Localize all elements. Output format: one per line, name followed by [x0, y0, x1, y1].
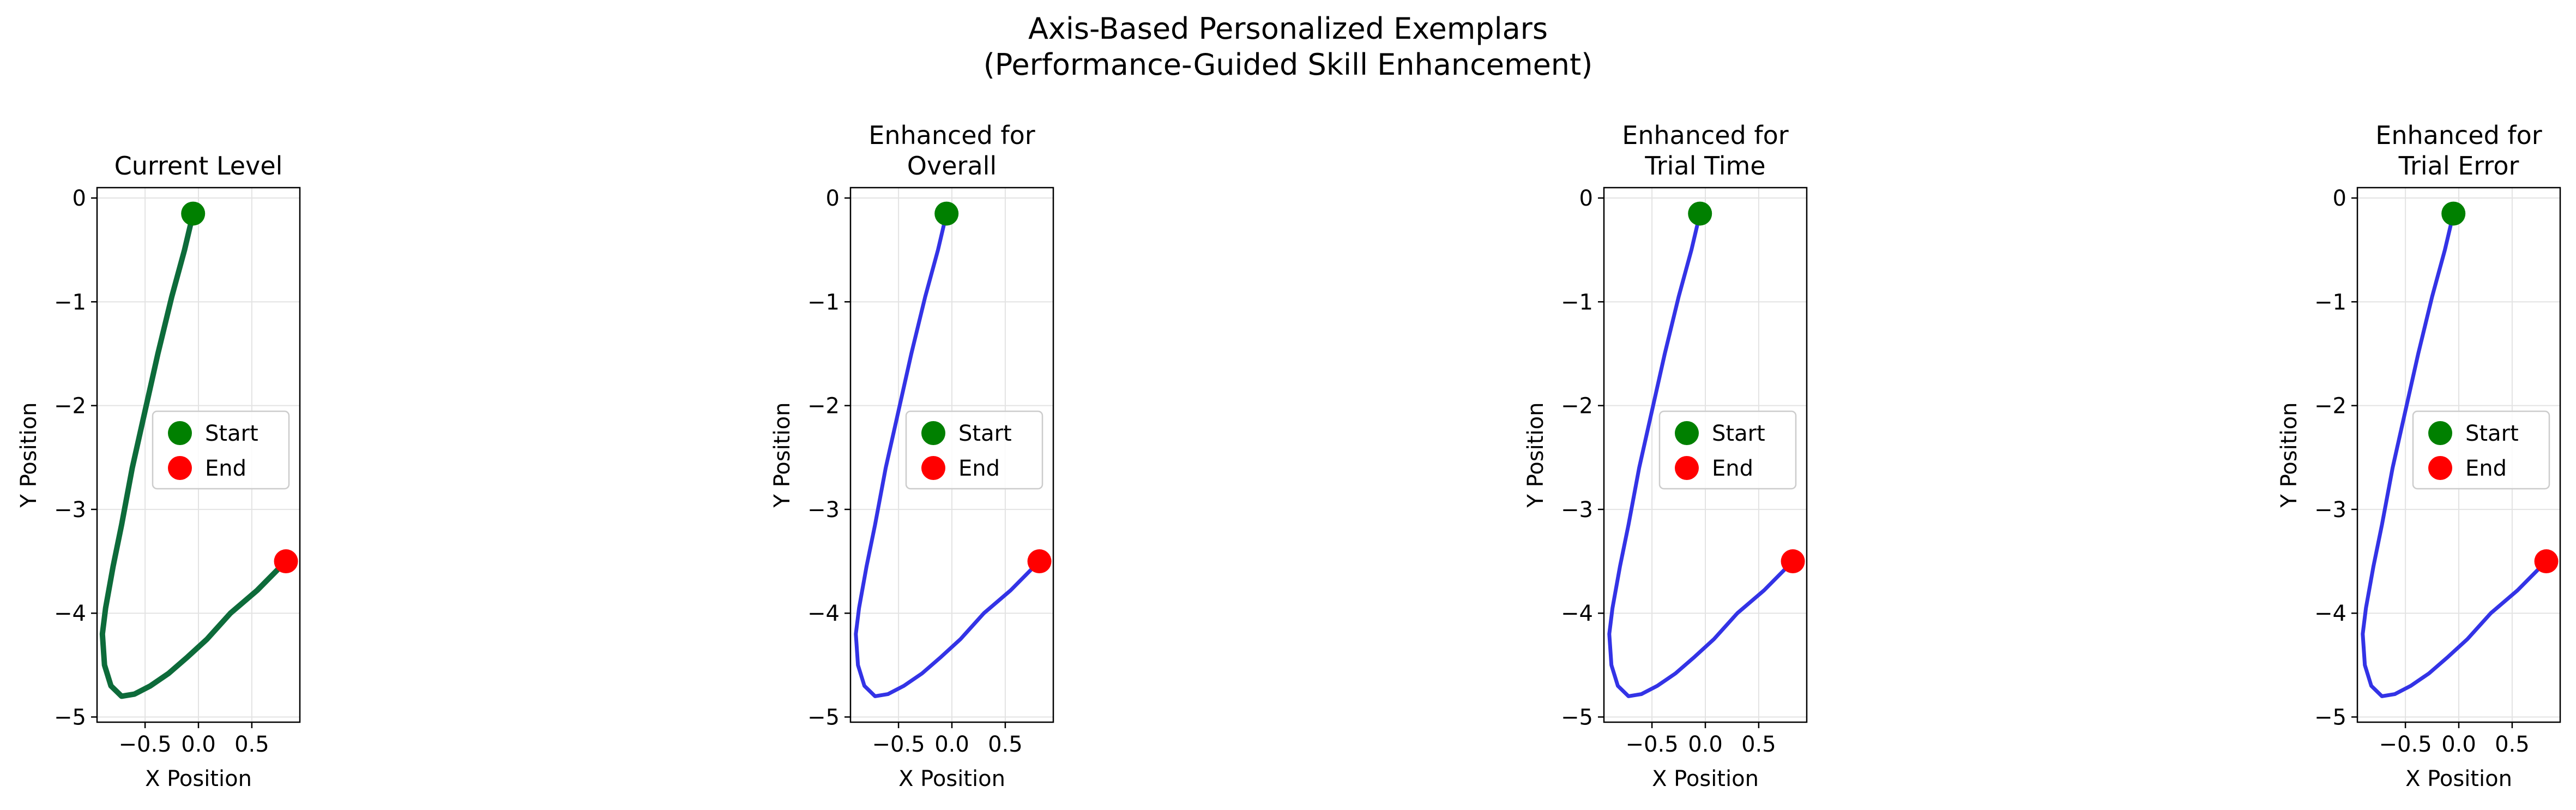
end-point — [1781, 549, 1805, 574]
x-tick-label: 0.5 — [234, 732, 269, 757]
x-tick-label: 0.0 — [2441, 732, 2476, 757]
y-tick-label: 0 — [826, 186, 840, 211]
y-tick-label: −2 — [1561, 394, 1593, 419]
trajectory-line — [99, 211, 289, 699]
end-point — [1027, 549, 1052, 574]
trajectory-line — [854, 212, 1041, 698]
subplot-1: −0.5 0.0 0.5 0 −1 −2 −3 −4 −5 X Position Y Positio… — [16, 151, 301, 791]
subplot-2: −0.5 0.0 0.5 0 −1 −2 −3 −4 −5 X Position Y Positio… — [770, 121, 1054, 791]
y-tick-label: −5 — [54, 705, 86, 730]
y-tick-label: −1 — [1561, 290, 1593, 315]
y-tick-label: −2 — [54, 394, 86, 419]
start-point — [1688, 201, 1712, 226]
legend-start-label: Start — [205, 421, 258, 446]
y-tick-label: −5 — [807, 705, 840, 730]
subplot-4: −0.5 0.0 0.5 0 −1 −2 −3 −4 −5 X Position Y Positio… — [2277, 121, 2561, 791]
y-axis-label: Y Position — [2277, 403, 2302, 508]
x-tick-label: 0.0 — [934, 732, 969, 757]
x-tick-label: 0.0 — [181, 732, 216, 757]
legend: Start End — [1658, 410, 1797, 490]
y-tick-label: −3 — [54, 497, 86, 523]
y-tick-label: −1 — [807, 290, 840, 315]
x-tick-label: −0.5 — [872, 732, 925, 757]
x-axis-label: X Position — [898, 766, 1005, 791]
subplot-title: Enhanced for — [1622, 121, 1788, 150]
y-tick-label: −3 — [807, 497, 840, 523]
figure-title: Axis-Based Personalized Exemplars — [1028, 11, 1548, 46]
subplot-title: Current Level — [114, 151, 283, 181]
x-tick-label: 0.5 — [2495, 732, 2530, 757]
legend-start-marker — [2428, 421, 2452, 445]
legend-end-label: End — [1712, 456, 1753, 481]
y-tick-label: −4 — [2314, 601, 2346, 626]
x-tick-label: 0.5 — [1741, 732, 1776, 757]
y-tick-label: −1 — [54, 290, 86, 315]
end-point — [274, 549, 298, 574]
y-tick-label: −2 — [2314, 394, 2346, 419]
legend-end-marker — [1675, 456, 1699, 480]
subplot-title: Enhanced for — [2375, 121, 2542, 150]
legend-start-label: Start — [1712, 421, 1765, 446]
legend-start-marker — [168, 421, 192, 445]
x-tick-label: 0.5 — [988, 732, 1023, 757]
subplot-title: Trial Time — [1644, 151, 1765, 181]
x-tick-label: 0.0 — [1688, 732, 1723, 757]
y-tick-label: −4 — [54, 601, 86, 626]
trajectory-line — [1607, 212, 1795, 698]
y-tick-label: −2 — [807, 394, 840, 419]
figure-subtitle: (Performance-Guided Skill Enhancement) — [983, 47, 1593, 82]
y-tick-label: −1 — [2314, 290, 2346, 315]
legend-end-label: End — [205, 456, 246, 481]
legend-start-marker — [921, 421, 945, 445]
legend: Start End — [2412, 410, 2550, 490]
x-axis-label: X Position — [145, 766, 252, 791]
start-point — [181, 201, 206, 226]
x-tick-label: −0.5 — [1626, 732, 1679, 757]
subplot-3: −0.5 0.0 0.5 0 −1 −2 −3 −4 −5 X Position Y Positio… — [1523, 121, 1808, 791]
x-tick-label: −0.5 — [2379, 732, 2432, 757]
y-tick-label: −4 — [807, 601, 840, 626]
y-axis-label: Y Position — [16, 403, 41, 508]
legend-end-label: End — [958, 456, 1000, 481]
legend-end-marker — [921, 456, 945, 480]
start-point — [934, 201, 959, 226]
y-tick-label: −4 — [1561, 601, 1593, 626]
y-tick-label: −5 — [2314, 705, 2346, 730]
legend-start-label: Start — [2465, 421, 2519, 446]
y-tick-label: 0 — [2333, 186, 2346, 211]
legend-end-label: End — [2465, 456, 2507, 481]
start-point — [2441, 201, 2466, 226]
y-tick-label: 0 — [73, 186, 86, 211]
x-tick-label: −0.5 — [119, 732, 172, 757]
y-tick-label: −5 — [1561, 705, 1593, 730]
legend-start-label: Start — [958, 421, 1012, 446]
end-point — [2534, 549, 2559, 574]
legend-end-marker — [168, 456, 192, 480]
legend-end-marker — [2428, 456, 2452, 480]
trajectory-line — [2361, 212, 2548, 698]
subplot-title: Enhanced for — [868, 121, 1035, 150]
subplot-title: Overall — [907, 151, 997, 181]
subplot-title: Trial Error — [2398, 151, 2519, 181]
y-tick-label: −3 — [2314, 497, 2346, 523]
x-axis-label: X Position — [2405, 766, 2512, 791]
x-axis-label: X Position — [1652, 766, 1759, 791]
y-tick-label: −3 — [1561, 497, 1593, 523]
y-axis-label: Y Position — [1523, 403, 1548, 508]
legend: Start End — [152, 410, 290, 490]
legend-start-marker — [1675, 421, 1699, 445]
y-tick-label: 0 — [1579, 186, 1593, 211]
legend: Start End — [905, 410, 1043, 490]
y-axis-label: Y Position — [770, 403, 795, 508]
